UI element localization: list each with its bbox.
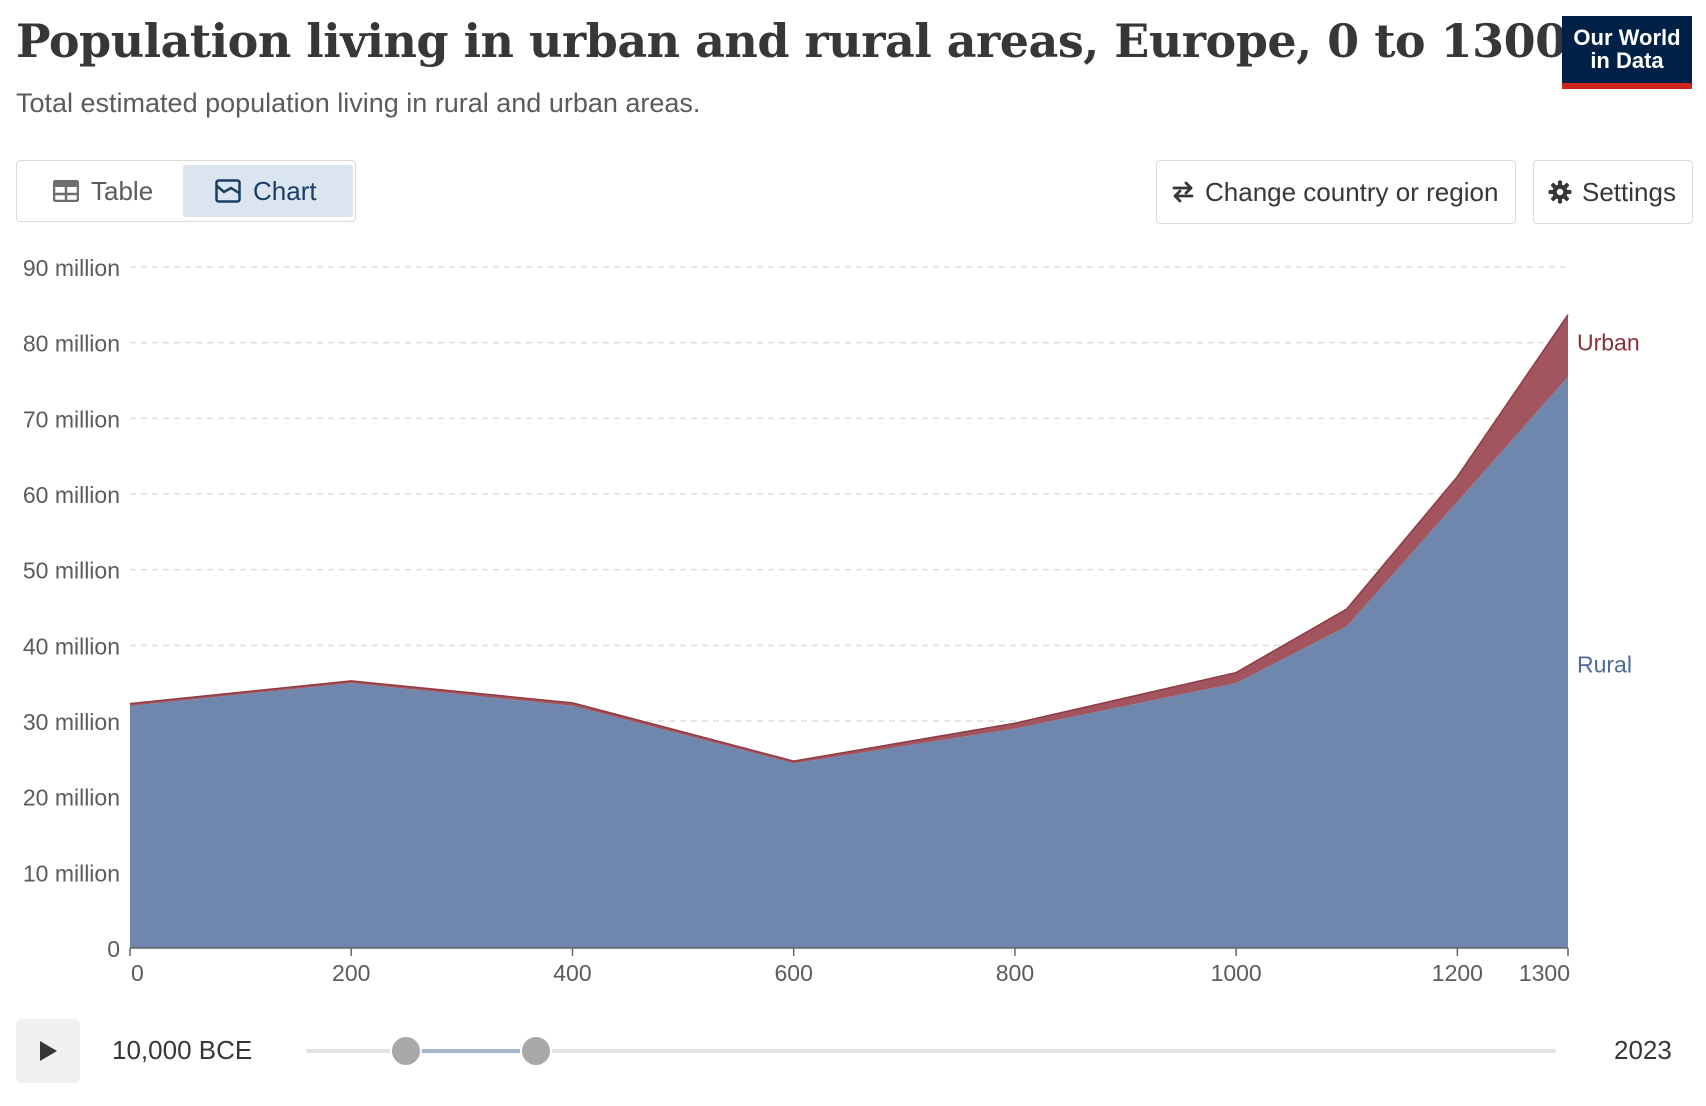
gear-icon xyxy=(1548,180,1572,204)
chart-subtitle: Total estimated population living in rur… xyxy=(16,88,701,118)
play-icon xyxy=(40,1041,57,1061)
areas xyxy=(129,314,1569,948)
view-tabs: Table Chart xyxy=(16,160,356,222)
y-tick-label: 50 million xyxy=(23,558,120,584)
y-tick-label: 90 million xyxy=(23,255,120,281)
y-tick-label: 30 million xyxy=(23,709,120,735)
y-tick-label: 10 million xyxy=(23,860,120,886)
rural-series-label: Rural xyxy=(1577,651,1632,677)
urban-series-label: Urban xyxy=(1577,330,1640,356)
y-tick-label: 80 million xyxy=(23,331,120,357)
timeline-end-label: 2023 xyxy=(1614,1035,1672,1065)
chart-title: Population living in urban and rural are… xyxy=(16,14,1567,68)
tab-chart[interactable]: Chart xyxy=(183,165,353,217)
x-tick-label: 0 xyxy=(131,960,144,986)
axes: 0 10 million 20 million 30 million 40 millio… xyxy=(23,255,1570,986)
area-chart-icon xyxy=(215,179,241,203)
timeline-start-label: 10,000 BCE xyxy=(112,1035,253,1065)
y-tick-label: 70 million xyxy=(23,406,120,432)
table-icon xyxy=(53,180,79,202)
area-chart: 0 10 million 20 million 30 million 40 millio… xyxy=(23,255,1640,986)
series-labels: Urban Rural xyxy=(1577,330,1640,678)
settings-button[interactable]: Settings xyxy=(1533,160,1693,224)
settings-label: Settings xyxy=(1582,176,1676,207)
tab-table-label: Table xyxy=(91,175,154,206)
x-tick-label: 1000 xyxy=(1211,960,1262,986)
tab-chart-label: Chart xyxy=(253,175,317,206)
swap-arrows-icon xyxy=(1172,181,1194,203)
logo-line-2: in Data xyxy=(1590,48,1664,73)
x-tick-label: 800 xyxy=(996,960,1034,986)
urban-top-line xyxy=(129,314,1569,762)
x-tick-label: 200 xyxy=(332,960,370,986)
timeline-end-handle[interactable] xyxy=(520,1035,552,1067)
timeline-start-handle[interactable] xyxy=(390,1035,422,1067)
logo-line-1: Our World xyxy=(1573,25,1681,50)
x-tick-label: 600 xyxy=(775,960,813,986)
y-tick-label: 40 million xyxy=(23,633,120,659)
y-tick-label: 0 xyxy=(107,936,120,962)
play-button[interactable] xyxy=(16,1019,80,1083)
timeline-track[interactable] xyxy=(306,1049,1556,1053)
y-tick-label: 60 million xyxy=(23,482,120,508)
timeline-selected-range xyxy=(406,1049,536,1053)
x-tick-label: 1300 xyxy=(1519,960,1570,986)
owid-logo[interactable]: Our World in Data xyxy=(1562,16,1692,89)
x-tick-label: 400 xyxy=(553,960,591,986)
tab-table[interactable]: Table xyxy=(21,165,197,217)
x-tick-label: 1200 xyxy=(1432,960,1483,986)
change-region-label: Change country or region xyxy=(1205,176,1499,207)
change-region-button[interactable]: Change country or region xyxy=(1156,160,1516,224)
y-tick-label: 20 million xyxy=(23,785,120,811)
rural-area xyxy=(130,376,1568,948)
